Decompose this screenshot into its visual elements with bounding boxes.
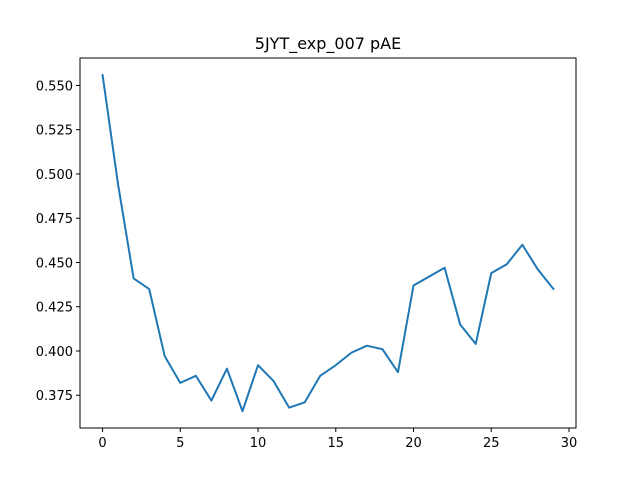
y-axis: 0.375 0.400 0.425 0.450 0.475 0.500 0.525 0.550: [36, 79, 80, 404]
plot-frame: [79, 57, 577, 429]
x-tick-label: 5: [176, 436, 184, 451]
series-line: [101, 73, 555, 413]
x-tick-label: 20: [405, 436, 422, 451]
y-tick-label: 0.550: [36, 79, 73, 94]
x-tick-label: 0: [98, 436, 106, 451]
y-tick-label: 0.525: [36, 124, 73, 139]
y-tick-label: 0.500: [36, 168, 73, 183]
y-tick-label: 0.375: [36, 389, 73, 404]
x-tick-label: 10: [250, 436, 267, 451]
chart-title: 5JYT_exp_007 pAE: [255, 34, 401, 54]
x-tick-label: 15: [328, 436, 345, 451]
y-tick-label: 0.425: [36, 301, 73, 316]
y-tick-label: 0.475: [36, 212, 73, 227]
x-axis: 0 5 10 15 20 25 30: [98, 428, 577, 451]
y-tick-label: 0.450: [36, 256, 73, 271]
x-tick-label: 25: [483, 436, 500, 451]
x-tick-label: 30: [561, 436, 578, 451]
series-group: [101, 73, 555, 413]
y-tick-label: 0.400: [36, 345, 73, 360]
